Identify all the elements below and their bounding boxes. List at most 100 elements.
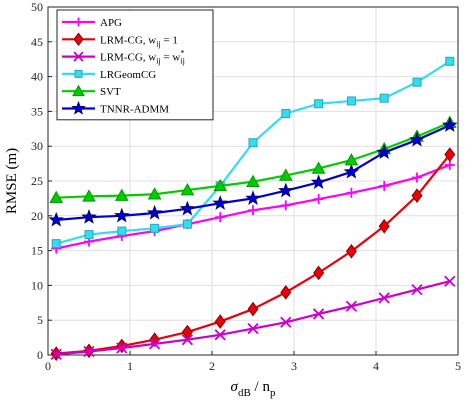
data-point-star xyxy=(146,204,163,220)
data-point-diamond xyxy=(73,32,84,47)
x-axis-label-symbol: σ xyxy=(231,379,239,395)
data-point-plus xyxy=(248,205,258,216)
y-tick-label: 45 xyxy=(31,35,43,49)
legend-entry-5: SVT xyxy=(62,84,121,98)
data-point-star xyxy=(245,190,261,205)
data-point-star xyxy=(310,174,327,189)
data-point-triangle xyxy=(114,188,129,201)
legend-box xyxy=(56,9,214,121)
data-point-plus xyxy=(412,172,422,183)
data-point-triangle xyxy=(147,187,162,200)
data-point-square xyxy=(74,69,83,78)
legend-label: LRM-CG, wij = w* ij xyxy=(100,49,185,66)
data-point-x xyxy=(411,283,423,296)
series-3 xyxy=(50,275,456,360)
legend-label: LRM-CG, wij = 1 xyxy=(100,34,178,48)
data-point-plus xyxy=(379,180,390,191)
y-tick-label: 35 xyxy=(31,104,43,118)
data-point-square xyxy=(182,219,192,229)
x-tick-label: 3 xyxy=(291,359,297,373)
data-point-triangle xyxy=(278,168,293,181)
legend-entry-4: LRGeomCG xyxy=(62,69,156,81)
legend-entry-2: LRM-CG, wij = 1 xyxy=(62,32,178,48)
y-tick-label: 15 xyxy=(31,244,43,258)
y-tick-label: 0 xyxy=(37,348,43,362)
data-point-diamond xyxy=(345,243,357,259)
data-point-x xyxy=(148,338,161,350)
data-point-square xyxy=(379,93,389,103)
series-6 xyxy=(48,117,458,227)
data-point-square xyxy=(117,226,127,236)
data-point-square xyxy=(281,108,291,118)
data-point-triangle xyxy=(82,189,96,202)
data-point-square xyxy=(51,239,61,249)
y-axis-label: RMSE (m) xyxy=(4,148,20,214)
series-group xyxy=(48,56,458,361)
x-tick-label: 2 xyxy=(209,359,215,373)
data-point-square xyxy=(412,77,422,87)
legend-entry-6: TNNR-ADMM xyxy=(62,100,169,116)
data-point-x xyxy=(73,51,84,62)
legend-label: LRGeomCG xyxy=(100,69,156,81)
data-point-x xyxy=(247,322,259,335)
data-point-square xyxy=(84,230,94,240)
legend-label: APG xyxy=(100,17,122,29)
y-tick-label: 25 xyxy=(31,174,43,188)
data-point-diamond xyxy=(444,147,456,162)
x-axis-label-mid: / n xyxy=(251,379,271,395)
data-point-diamond xyxy=(214,314,226,329)
data-point-x xyxy=(345,300,358,312)
x-tick-label: 4 xyxy=(373,359,379,373)
y-tick-label: 30 xyxy=(31,139,43,153)
data-point-square xyxy=(150,223,160,233)
data-point-diamond xyxy=(280,285,292,300)
legend-label: TNNR-ADMM xyxy=(100,104,169,116)
x-tick-label: 5 xyxy=(455,359,461,373)
data-point-star xyxy=(48,211,64,227)
data-point-plus xyxy=(313,194,324,205)
data-point-square xyxy=(346,96,356,106)
data-point-star xyxy=(343,163,360,179)
data-point-star xyxy=(212,195,228,210)
y-tick-label: 40 xyxy=(31,70,43,84)
x-axis-label-sub: dB xyxy=(238,387,251,399)
data-point-diamond xyxy=(378,218,390,234)
data-point-star xyxy=(409,131,425,147)
data-point-x xyxy=(444,275,456,287)
data-point-x xyxy=(116,342,128,354)
data-point-diamond xyxy=(313,265,325,281)
data-point-x xyxy=(214,329,226,341)
x-axis-label: σdB / np xyxy=(231,379,276,399)
data-point-x xyxy=(280,316,292,328)
data-point-star xyxy=(278,182,294,198)
data-point-x xyxy=(312,308,325,320)
data-point-x xyxy=(83,345,95,358)
data-point-triangle xyxy=(49,190,64,204)
data-point-x xyxy=(181,334,194,346)
y-tick-label: 20 xyxy=(31,209,43,223)
legend-entry-1: APG xyxy=(62,17,122,29)
x-tick-label: 0 xyxy=(45,359,51,373)
data-point-plus xyxy=(280,200,291,211)
data-point-x xyxy=(50,348,62,360)
data-point-triangle xyxy=(180,183,195,196)
data-point-square xyxy=(248,138,258,148)
data-point-star xyxy=(71,100,86,115)
legend-entry-3: LRM-CG, wij = w* ij xyxy=(62,49,185,66)
data-point-star xyxy=(179,200,196,216)
data-point-triangle xyxy=(72,84,85,97)
data-point-star xyxy=(376,144,392,160)
data-point-square xyxy=(314,99,324,109)
data-point-diamond xyxy=(247,301,259,317)
data-point-star xyxy=(114,207,130,223)
data-point-diamond xyxy=(411,188,423,203)
data-point-x xyxy=(378,292,390,304)
series-4 xyxy=(51,56,455,249)
x-axis-label-sub2: p xyxy=(270,387,276,399)
y-tick-label: 10 xyxy=(31,278,43,292)
y-tick-label: 5 xyxy=(37,313,43,327)
data-point-triangle xyxy=(311,161,326,174)
data-point-plus xyxy=(346,187,357,198)
